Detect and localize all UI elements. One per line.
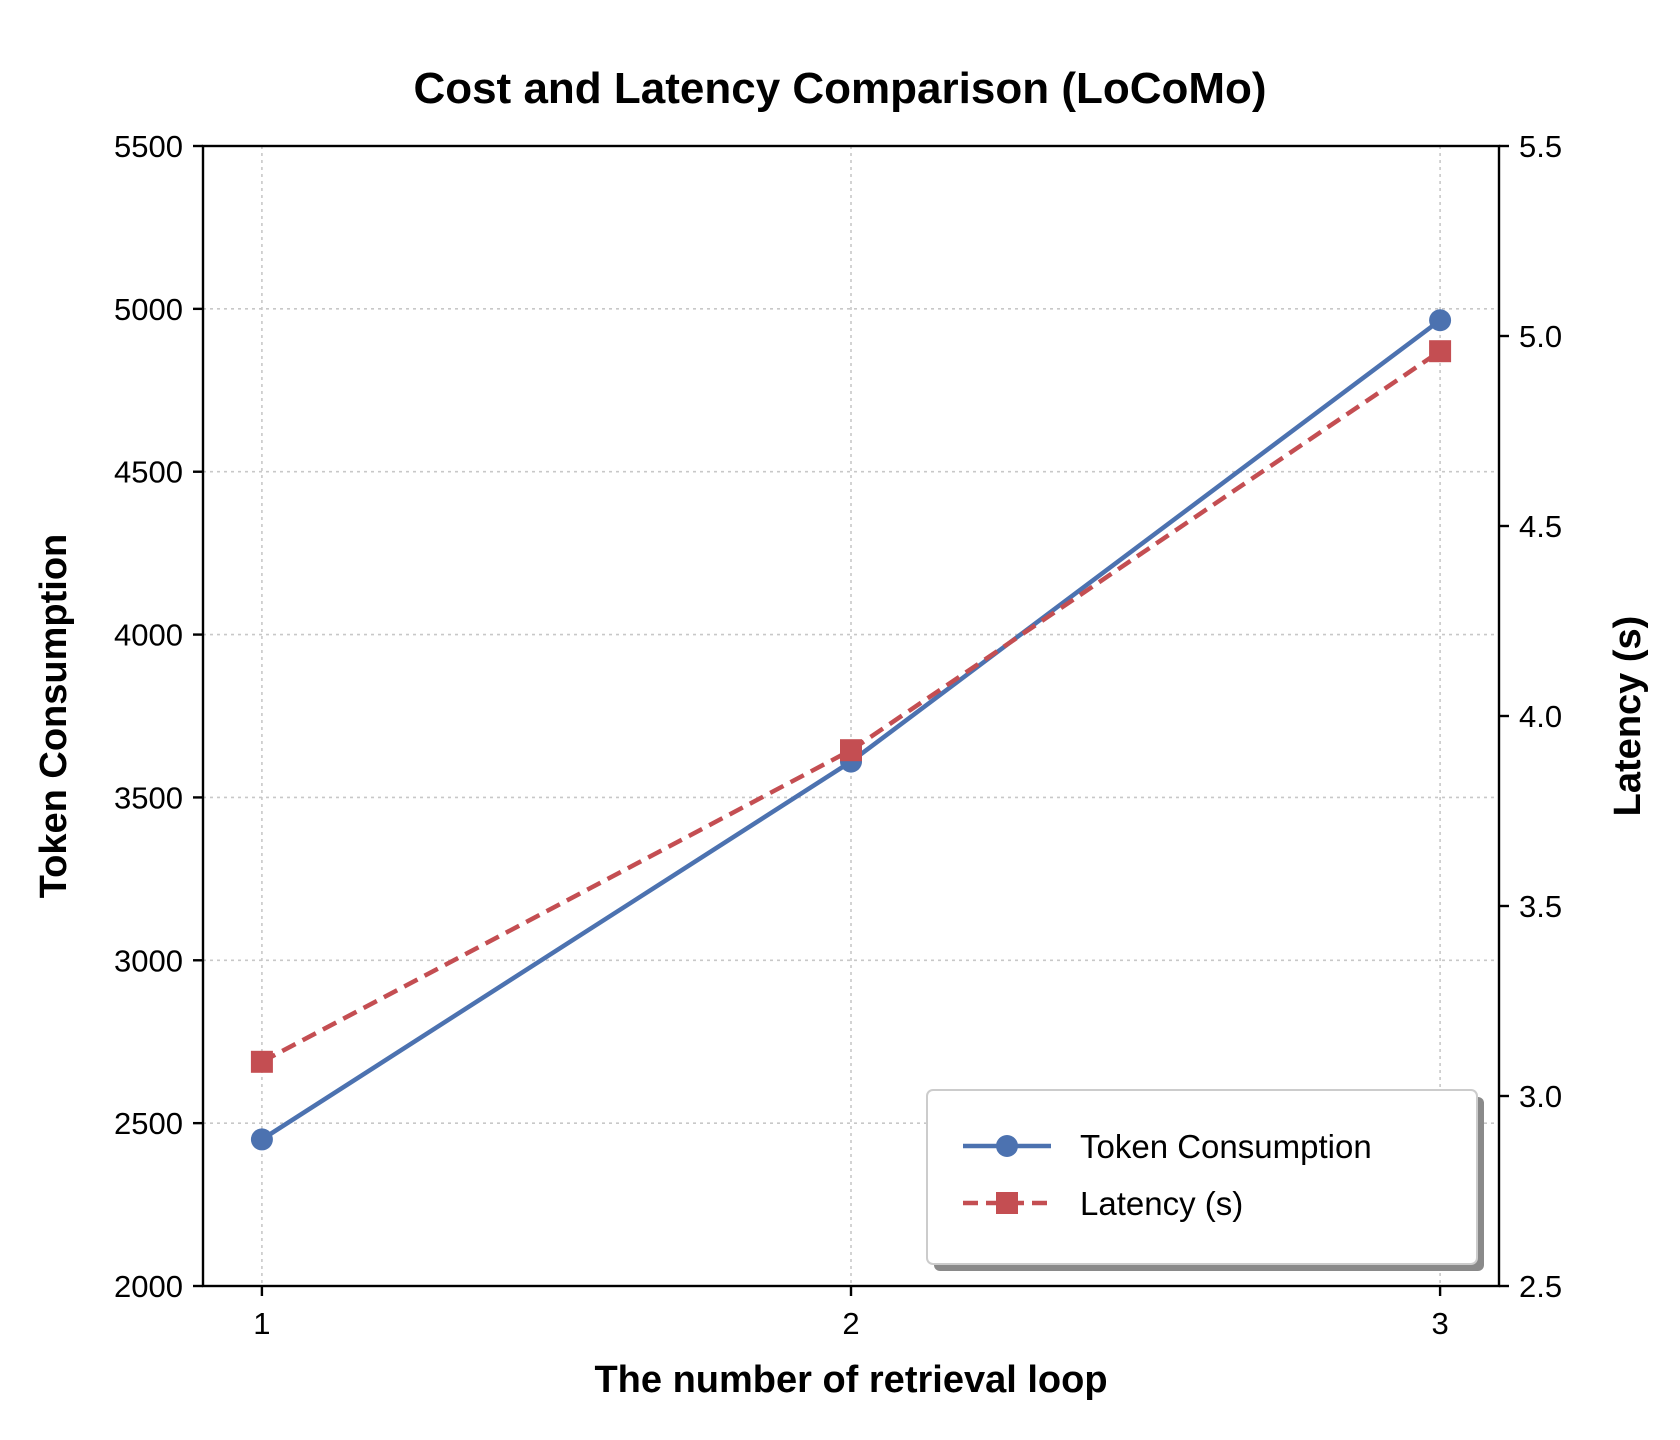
y-right-tick-label: 4.5 xyxy=(1519,509,1562,544)
data-point-latency xyxy=(1429,340,1452,363)
chart-title: Cost and Latency Comparison (LoCoMo) xyxy=(413,64,1266,113)
y-axis-right-label: Latency (s) xyxy=(1607,616,1649,817)
y-left-tick-label: 2000 xyxy=(114,1269,183,1304)
x-tick-label: 1 xyxy=(253,1306,270,1341)
y-left-tick-label: 5500 xyxy=(114,129,183,164)
y-right-tick-label: 4.0 xyxy=(1519,699,1562,734)
y-left-tick-label: 5000 xyxy=(114,292,183,327)
series-layer xyxy=(250,309,1452,1151)
legend-marker-latency xyxy=(996,1192,1018,1214)
x-tick-label: 2 xyxy=(842,1306,859,1341)
data-point-latency xyxy=(840,739,862,762)
y-left-tick-label: 3500 xyxy=(114,780,183,815)
x-tick-label: 3 xyxy=(1431,1306,1448,1341)
y-right-tick-label: 5.5 xyxy=(1519,129,1562,164)
y-right-tick-label: 3.5 xyxy=(1519,889,1562,924)
data-point-token xyxy=(1429,309,1452,332)
legend-marker-token xyxy=(996,1135,1018,1157)
ticks-layer: 1 2 3 2000 2500 3000 3500 4000 4500 5000 5500 2.5 3.… xyxy=(114,129,1562,1341)
y-right-tick-label: 5.0 xyxy=(1519,319,1562,354)
legend-label-token: Token Consumption xyxy=(1080,1128,1372,1165)
y-left-tick-label: 3000 xyxy=(114,943,183,978)
y-right-tick-label: 2.5 xyxy=(1519,1269,1562,1304)
legend-label-latency: Latency (s) xyxy=(1080,1185,1243,1222)
y-axis-left-label: Token Consumption xyxy=(33,534,75,899)
legend-box xyxy=(926,1089,1478,1265)
y-left-tick-label: 4500 xyxy=(114,455,183,490)
x-axis-label: The number of retrieval loop xyxy=(594,1359,1107,1401)
y-left-tick-label: 2500 xyxy=(114,1106,183,1141)
y-left-tick-label: 4000 xyxy=(114,618,183,653)
data-point-token xyxy=(250,1128,273,1151)
legend: Token Consumption Latency (s) xyxy=(926,1089,1484,1271)
series-line-latency xyxy=(260,349,1442,1064)
data-point-latency xyxy=(250,1050,273,1073)
y-right-tick-label: 3.0 xyxy=(1519,1079,1562,1114)
